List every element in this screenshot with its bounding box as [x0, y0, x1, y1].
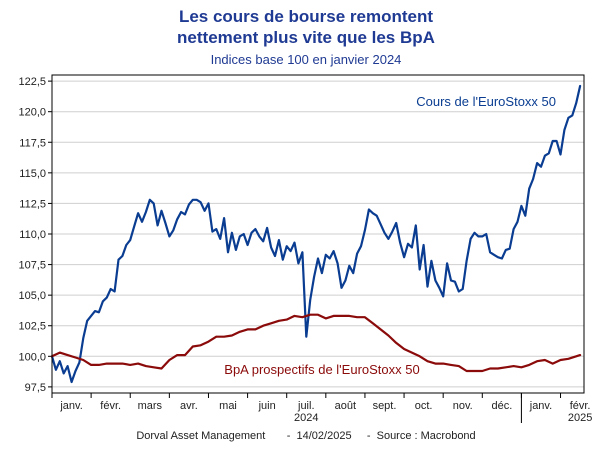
gridlines	[52, 80, 584, 388]
x-tick-label: août	[335, 400, 356, 412]
x-tick-label: sept.	[373, 400, 397, 412]
chart-title-line2: nettement plus vite que les BpA	[177, 28, 435, 47]
annotation-eurostoxx: Cours de l'EuroStoxx 50	[416, 94, 556, 109]
y-axis: 97,5 100,0 102,5 105,0 107,5 110,0 112,5 115,0 1…	[18, 76, 52, 394]
chart-title-line1: Les cours de bourse remontent	[178, 7, 434, 26]
chart-footer-source: Dorval Asset Management - 14/02/2025 - S…	[136, 430, 476, 442]
series-line-eurostoxx	[50, 84, 582, 384]
series-line-bpa	[50, 313, 582, 373]
y-tick-label: 110,0	[19, 229, 46, 241]
x-tick-label: mai	[219, 400, 237, 412]
plot-frame	[51, 74, 585, 394]
x-tick-label: déc.	[491, 400, 512, 412]
x-tick-label: févr.	[100, 400, 121, 412]
chart-subtitle: Indices base 100 en janvier 2024	[210, 52, 402, 67]
x-tick-label: janv.	[59, 400, 82, 412]
y-tick-label: 120,0	[18, 107, 46, 119]
y-tick-label: 107,5	[18, 260, 46, 272]
y-tick-label: 105,0	[18, 290, 46, 302]
x-tick-label: juin	[258, 400, 276, 412]
series-annotations: Cours de l'EuroStoxx 50 BpA prospectifs d…	[224, 94, 556, 377]
annotation-bpa: BpA prospectifs de l'EuroStoxx 50	[224, 362, 419, 377]
x-tick-label: mars	[138, 400, 163, 412]
series-lines	[50, 84, 582, 384]
year-label: 2025	[568, 412, 592, 424]
y-tick-label: 117,5	[19, 137, 46, 149]
x-tick-label: oct.	[415, 400, 433, 412]
x-axis: janv. févr. mars avr. mai juin juil. août sept. o…	[51, 393, 592, 424]
year-label: 2024	[294, 412, 318, 424]
x-tick-label: juil.	[297, 400, 315, 412]
y-tick-label: 100,0	[18, 351, 46, 363]
x-tick-label: nov.	[453, 400, 473, 412]
x-tick-label: févr.	[570, 400, 591, 412]
y-tick-label: 122,5	[18, 76, 46, 88]
x-tick-label: janv.	[529, 400, 552, 412]
x-tick-label: avr.	[180, 400, 198, 412]
y-tick-label: 102,5	[18, 321, 46, 333]
y-tick-label: 115,0	[19, 168, 46, 180]
y-tick-label: 112,5	[19, 198, 46, 210]
y-tick-label: 97,5	[25, 382, 46, 394]
